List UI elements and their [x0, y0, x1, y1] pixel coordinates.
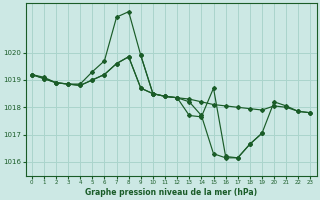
X-axis label: Graphe pression niveau de la mer (hPa): Graphe pression niveau de la mer (hPa) — [85, 188, 257, 197]
